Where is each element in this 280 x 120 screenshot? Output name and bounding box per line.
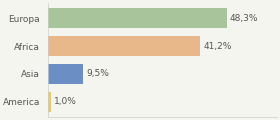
Bar xyxy=(48,92,52,112)
Bar xyxy=(48,36,200,56)
Bar xyxy=(48,64,83,84)
Bar xyxy=(48,8,227,28)
Text: 1,0%: 1,0% xyxy=(54,97,77,106)
Text: 9,5%: 9,5% xyxy=(86,69,109,78)
Text: 48,3%: 48,3% xyxy=(230,14,258,23)
Text: 41,2%: 41,2% xyxy=(203,42,232,51)
